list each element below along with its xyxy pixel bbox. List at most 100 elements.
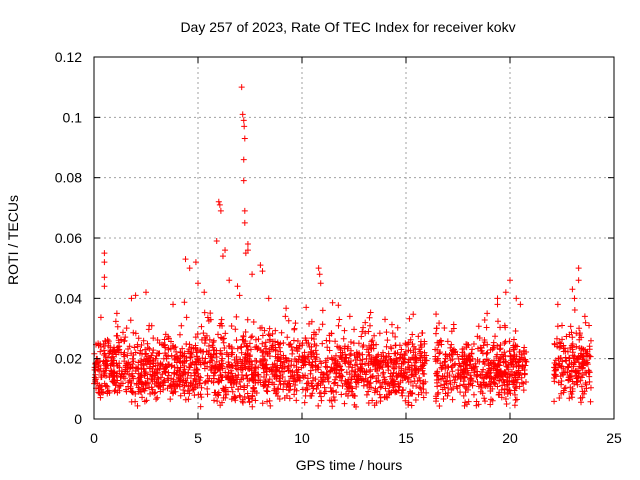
data-point bbox=[185, 383, 192, 390]
data-point bbox=[397, 351, 404, 358]
data-point bbox=[289, 368, 296, 375]
data-point bbox=[257, 262, 264, 269]
data-point bbox=[435, 389, 442, 396]
data-point bbox=[219, 335, 226, 342]
data-point bbox=[275, 354, 282, 361]
data-point bbox=[288, 358, 295, 365]
data-point bbox=[457, 389, 464, 396]
data-point bbox=[228, 370, 235, 377]
data-point bbox=[339, 382, 346, 389]
data-point bbox=[408, 390, 415, 397]
data-point bbox=[477, 388, 484, 395]
data-point bbox=[368, 373, 375, 380]
data-point bbox=[481, 317, 488, 324]
data-point bbox=[484, 383, 491, 390]
data-point bbox=[308, 361, 315, 368]
data-point bbox=[201, 289, 208, 296]
data-point bbox=[383, 353, 390, 360]
data-point bbox=[501, 340, 508, 347]
data-point bbox=[416, 374, 423, 381]
data-point bbox=[100, 347, 107, 354]
data-point bbox=[359, 328, 366, 335]
data-point bbox=[494, 383, 501, 390]
data-point bbox=[293, 397, 300, 404]
data-point bbox=[485, 362, 492, 369]
data-point bbox=[567, 372, 574, 379]
data-point bbox=[177, 349, 184, 356]
data-point bbox=[417, 348, 424, 355]
data-point bbox=[445, 385, 452, 392]
data-point bbox=[194, 330, 201, 337]
data-point bbox=[207, 310, 214, 317]
data-point bbox=[398, 360, 405, 367]
data-point bbox=[166, 383, 173, 390]
data-point bbox=[378, 383, 385, 390]
data-point bbox=[367, 309, 374, 316]
data-point bbox=[441, 384, 448, 391]
data-point bbox=[420, 386, 427, 393]
data-point bbox=[222, 369, 229, 376]
data-point bbox=[153, 352, 160, 359]
data-point bbox=[248, 396, 255, 403]
data-point bbox=[556, 394, 563, 401]
data-point bbox=[177, 392, 184, 399]
data-point bbox=[346, 371, 353, 378]
data-point bbox=[332, 338, 339, 345]
data-point bbox=[179, 359, 186, 366]
data-point bbox=[169, 343, 176, 350]
data-point bbox=[378, 357, 385, 364]
data-point bbox=[308, 343, 315, 350]
data-point bbox=[319, 307, 326, 314]
data-point bbox=[580, 353, 587, 360]
data-point bbox=[150, 335, 157, 342]
data-point bbox=[236, 292, 243, 299]
data-point bbox=[244, 247, 251, 254]
data-point bbox=[215, 331, 222, 338]
data-point bbox=[369, 397, 376, 404]
data-point bbox=[470, 391, 477, 398]
data-point bbox=[494, 301, 501, 308]
data-point bbox=[432, 355, 439, 362]
data-point bbox=[225, 342, 232, 349]
data-point bbox=[363, 391, 370, 398]
data-point bbox=[418, 363, 425, 370]
data-point bbox=[507, 352, 514, 359]
data-point bbox=[336, 373, 343, 380]
data-point bbox=[293, 367, 300, 374]
data-point bbox=[496, 377, 503, 384]
data-point bbox=[473, 398, 480, 405]
data-point bbox=[374, 367, 381, 374]
data-point bbox=[264, 398, 271, 405]
data-point bbox=[181, 390, 188, 397]
data-point bbox=[440, 395, 447, 402]
data-point bbox=[272, 344, 279, 351]
data-point bbox=[259, 332, 266, 339]
data-point bbox=[154, 394, 161, 401]
data-point bbox=[463, 371, 470, 378]
data-point bbox=[104, 388, 111, 395]
data-point bbox=[275, 385, 282, 392]
data-point bbox=[286, 377, 293, 384]
data-point bbox=[110, 362, 117, 369]
data-point bbox=[142, 346, 149, 353]
data-point bbox=[261, 327, 268, 334]
data-point bbox=[565, 363, 572, 370]
data-point bbox=[335, 322, 342, 329]
data-point bbox=[351, 368, 358, 375]
data-point bbox=[473, 373, 480, 380]
data-point bbox=[517, 301, 524, 308]
data-point bbox=[156, 350, 163, 357]
data-point bbox=[149, 378, 156, 385]
data-point bbox=[243, 358, 250, 365]
data-point bbox=[274, 386, 281, 393]
data-point bbox=[208, 378, 215, 385]
data-point bbox=[326, 397, 333, 404]
data-point bbox=[144, 340, 151, 347]
data-point bbox=[183, 314, 190, 321]
data-point bbox=[119, 329, 126, 336]
data-point bbox=[412, 352, 419, 359]
data-point bbox=[466, 352, 473, 359]
data-point bbox=[387, 370, 394, 377]
data-point bbox=[262, 362, 269, 369]
data-point bbox=[510, 346, 517, 353]
